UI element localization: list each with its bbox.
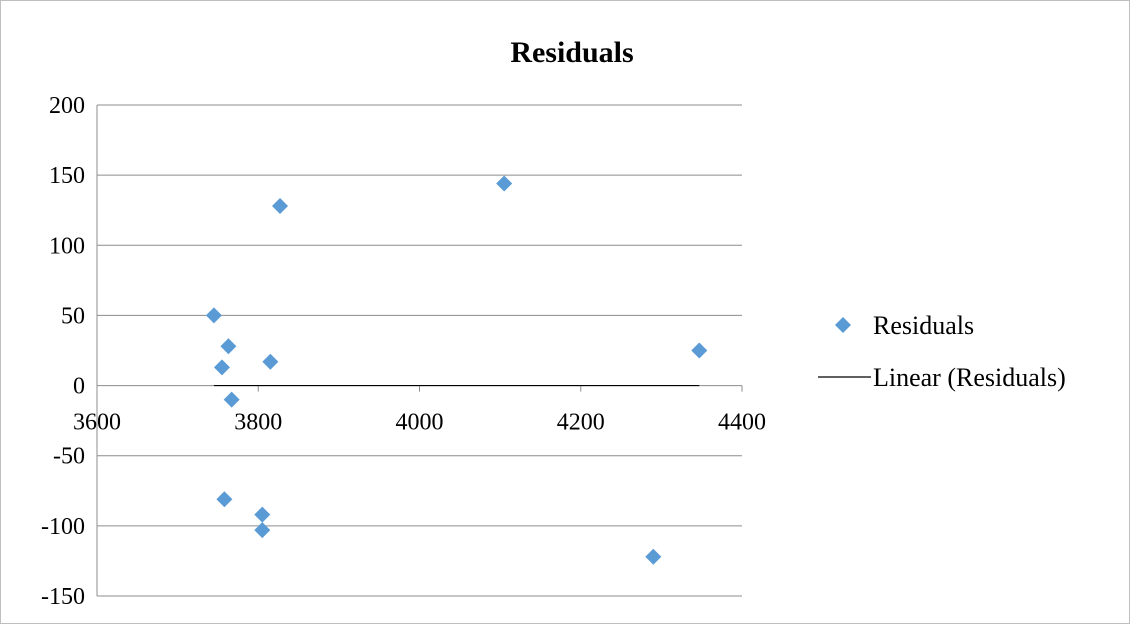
x-tick-label: 4200 [557, 410, 605, 436]
legend: Residuals Linear (Residuals) [818, 311, 1066, 392]
y-tick-label: 0 [73, 374, 85, 400]
data-point [216, 491, 233, 508]
y-tick-label: -150 [41, 584, 85, 610]
data-point [205, 307, 222, 324]
y-tick-label: -100 [41, 514, 85, 540]
data-point [262, 353, 279, 370]
x-tick-label: 4000 [396, 410, 444, 436]
y-tick-labels: 200 150 100 50 0 -50 -100 -150 [41, 93, 85, 610]
data-point [223, 391, 240, 408]
x-tick-label: 3800 [234, 410, 282, 436]
x-tick-label: 3600 [73, 410, 121, 436]
y-tick-label: 50 [61, 303, 85, 329]
legend-label-residuals: Residuals [873, 311, 974, 340]
data-point [254, 506, 271, 523]
data-point [213, 359, 230, 376]
data-point [254, 522, 271, 539]
data-points [205, 175, 708, 565]
axes [96, 105, 743, 596]
y-tick-label: -50 [53, 444, 85, 470]
data-point [496, 175, 513, 192]
legend-label-linear: Linear (Residuals) [873, 363, 1066, 392]
gridlines [97, 104, 742, 597]
data-point [691, 342, 708, 359]
y-tick-label: 100 [49, 233, 85, 259]
data-point [272, 198, 289, 215]
data-point [220, 338, 237, 355]
legend-marker-residuals [835, 317, 851, 333]
data-point [645, 548, 662, 565]
chart-title: Residuals [510, 36, 633, 69]
x-tick-labels: 3600 3800 4000 4200 4400 [73, 410, 766, 436]
y-tick-label: 150 [49, 163, 85, 189]
y-tick-label: 200 [49, 93, 85, 119]
x-tick-label: 4400 [718, 410, 766, 436]
